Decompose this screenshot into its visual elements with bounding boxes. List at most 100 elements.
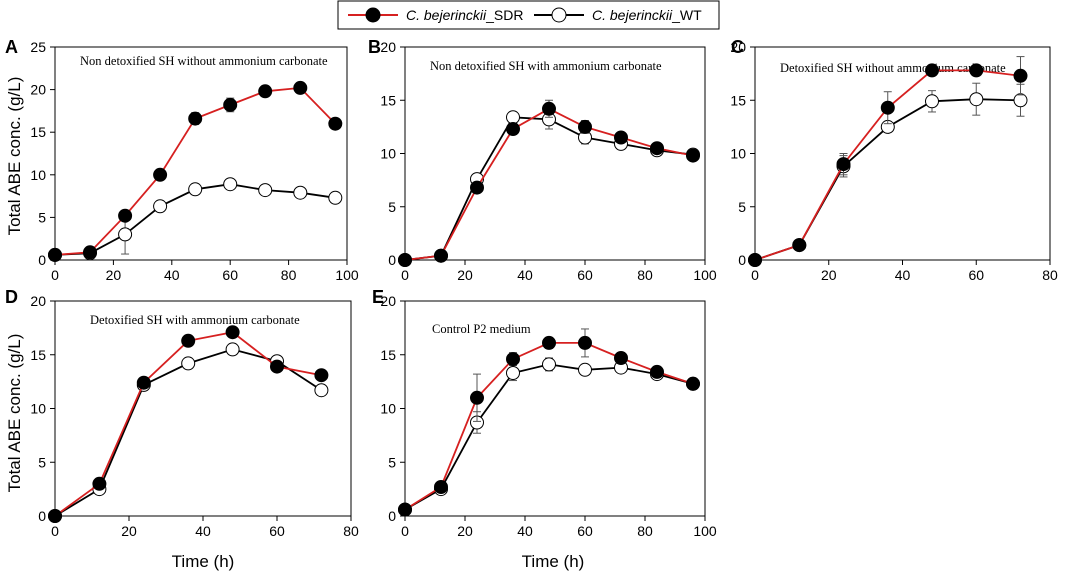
panel-e-x-tick-label: 0 bbox=[401, 523, 409, 539]
panel-e-letter: E bbox=[372, 287, 384, 307]
panel-a-sdr-point bbox=[258, 84, 273, 99]
legend-sdr-italic: C. bejerinckii bbox=[406, 7, 487, 23]
panel-b-x-tick-label: 80 bbox=[637, 267, 653, 283]
panel-d-sdr-point bbox=[270, 359, 284, 374]
panel-c-sdr-point bbox=[969, 63, 984, 78]
panel-d-sdr-point bbox=[92, 476, 107, 491]
panel-d-y-tick-label: 5 bbox=[38, 454, 46, 470]
panel-d-letter: D bbox=[5, 287, 18, 307]
panel-d-y-tick-label: 0 bbox=[38, 508, 46, 524]
panel-a-sdr-point bbox=[118, 208, 133, 223]
panel-d-wt-point bbox=[225, 342, 240, 357]
x-axis-title-e: Time (h) bbox=[522, 552, 585, 571]
panel-d-x-tick-label: 0 bbox=[51, 523, 59, 539]
panel-a-wt-point bbox=[328, 190, 343, 205]
panel-a-x-tick-label: 0 bbox=[51, 267, 59, 283]
panel-e-x-tick-label: 40 bbox=[517, 523, 533, 539]
panel-d-y-tick-label: 10 bbox=[30, 401, 46, 417]
panel-d-x-tick-label: 60 bbox=[269, 523, 285, 539]
panel-c-y-tick-label: 10 bbox=[730, 146, 746, 162]
y-axis-title-top: Total ABE conc. (g/L) bbox=[5, 77, 24, 236]
panel-e-title: Control P2 medium bbox=[432, 322, 531, 336]
panel-a-sdr-point bbox=[48, 247, 62, 262]
panel-c-sdr-point bbox=[880, 100, 895, 115]
panel-b-sdr-point bbox=[650, 141, 664, 156]
panel-a-sdr-point bbox=[188, 111, 203, 126]
panel-b-sdr-point bbox=[398, 253, 412, 267]
panel-e-wt-point bbox=[542, 357, 556, 372]
panel-b-sdr-point bbox=[470, 180, 484, 195]
panel-b-y-tick-label: 15 bbox=[380, 92, 396, 108]
panel-b-x-tick-label: 60 bbox=[577, 267, 593, 283]
panel-d-sdr-point bbox=[314, 368, 329, 383]
panel-e-wt-point bbox=[578, 362, 592, 377]
panel-e-sdr-point bbox=[434, 480, 448, 494]
legend-wt-italic: C. bejerinckii bbox=[592, 7, 673, 23]
panel-e-sdr-point bbox=[542, 335, 556, 350]
panel-a: A Non detoxified SH without ammonium carb… bbox=[5, 37, 359, 283]
panel-a-x-tick-label: 40 bbox=[164, 267, 180, 283]
panel-c-wt-point bbox=[969, 92, 984, 107]
panel-c-sdr-point bbox=[792, 238, 807, 253]
panel-c: C Detoxified SH without ammonium carbonat… bbox=[730, 37, 1058, 283]
x-axis-title-d: Time (h) bbox=[172, 552, 235, 571]
panel-c-x-tick-label: 40 bbox=[895, 267, 911, 283]
panel-a-y-tick-label: 20 bbox=[30, 82, 46, 98]
panel-b-sdr-point bbox=[434, 248, 448, 263]
panel-b-y-tick-label: 0 bbox=[388, 252, 396, 268]
panel-b-wt-point bbox=[506, 110, 520, 125]
panel-e-y-tick-label: 20 bbox=[380, 293, 396, 309]
panel-e-y-tick-label: 15 bbox=[380, 347, 396, 363]
panel-c-x-tick-label: 80 bbox=[1042, 267, 1058, 283]
panel-e-x-tick-label: 100 bbox=[693, 523, 717, 539]
panel-b-y-tick-label: 5 bbox=[388, 199, 396, 215]
panel-d-y-tick-label: 15 bbox=[30, 347, 46, 363]
panel-b-sdr-point bbox=[506, 122, 520, 136]
panel-c-x-tick-label: 20 bbox=[821, 267, 837, 283]
panel-d-x-tick-label: 40 bbox=[195, 523, 211, 539]
panel-a-x-tick-label: 100 bbox=[335, 267, 359, 283]
panel-a-sdr-point bbox=[153, 167, 168, 182]
panel-c-sdr-point bbox=[925, 63, 939, 78]
panel-d-x-tick-label: 20 bbox=[121, 523, 137, 539]
panel-a-title: Non detoxified SH without ammonium carbo… bbox=[80, 54, 328, 68]
panel-d-wt-point bbox=[314, 383, 329, 398]
panel-e: E Control P2 medium 0 20 40 60 80 100 0 5 10 15 20 bbox=[372, 287, 717, 539]
panel-b-sdr-line bbox=[404, 107, 694, 261]
panel-a-sdr-point bbox=[223, 97, 238, 112]
panel-e-x-tick-label: 60 bbox=[577, 523, 593, 539]
panel-a-y-tick-label: 10 bbox=[30, 167, 46, 183]
panel-e-y-tick-label: 10 bbox=[380, 401, 396, 417]
panel-a-x-tick-label: 60 bbox=[222, 267, 238, 283]
panel-c-wt-point bbox=[1013, 93, 1028, 108]
panel-c-sdr-point bbox=[836, 157, 851, 172]
panel-b-sdr-point bbox=[686, 148, 700, 163]
panel-c-wt-point bbox=[925, 94, 939, 109]
panel-d-sdr-point bbox=[181, 333, 196, 348]
panel-d: D Detoxified SH with ammonium carbonate 0 2… bbox=[5, 287, 359, 539]
panel-d-title: Detoxified SH with ammonium carbonate bbox=[90, 313, 300, 327]
panel-d-sdr-point bbox=[225, 325, 240, 340]
panel-b-x-tick-label: 0 bbox=[401, 267, 409, 283]
panel-a-wt-point bbox=[118, 227, 133, 242]
panel-c-y-tick-label: 20 bbox=[730, 39, 746, 55]
panel-c-sdr-point bbox=[748, 253, 762, 267]
panel-b-wt-line bbox=[404, 116, 694, 261]
panel-c-x-tick-label: 0 bbox=[751, 267, 759, 283]
panel-a-wt-point bbox=[223, 177, 238, 192]
panel-d-sdr-point bbox=[136, 375, 151, 390]
panel-e-sdr-point bbox=[614, 351, 628, 365]
legend-wt-label: C. bejerinckii_WT bbox=[592, 7, 702, 23]
legend-wt-suffix: _WT bbox=[671, 7, 702, 23]
panel-a-wt-point bbox=[258, 183, 273, 198]
legend-frame bbox=[337, 0, 720, 30]
panel-a-x-tick-label: 80 bbox=[281, 267, 297, 283]
panel-b-letter: B bbox=[368, 37, 381, 57]
panel-a-sdr-point bbox=[83, 245, 97, 260]
panel-c-x-tick-label: 60 bbox=[968, 267, 984, 283]
panel-a-sdr-point bbox=[293, 80, 308, 95]
panel-a-y-tick-label: 0 bbox=[38, 252, 46, 268]
panel-b-y-tick-label: 10 bbox=[380, 146, 396, 162]
panel-e-y-tick-label: 5 bbox=[388, 454, 396, 470]
panel-b-x-tick-label: 40 bbox=[517, 267, 533, 283]
